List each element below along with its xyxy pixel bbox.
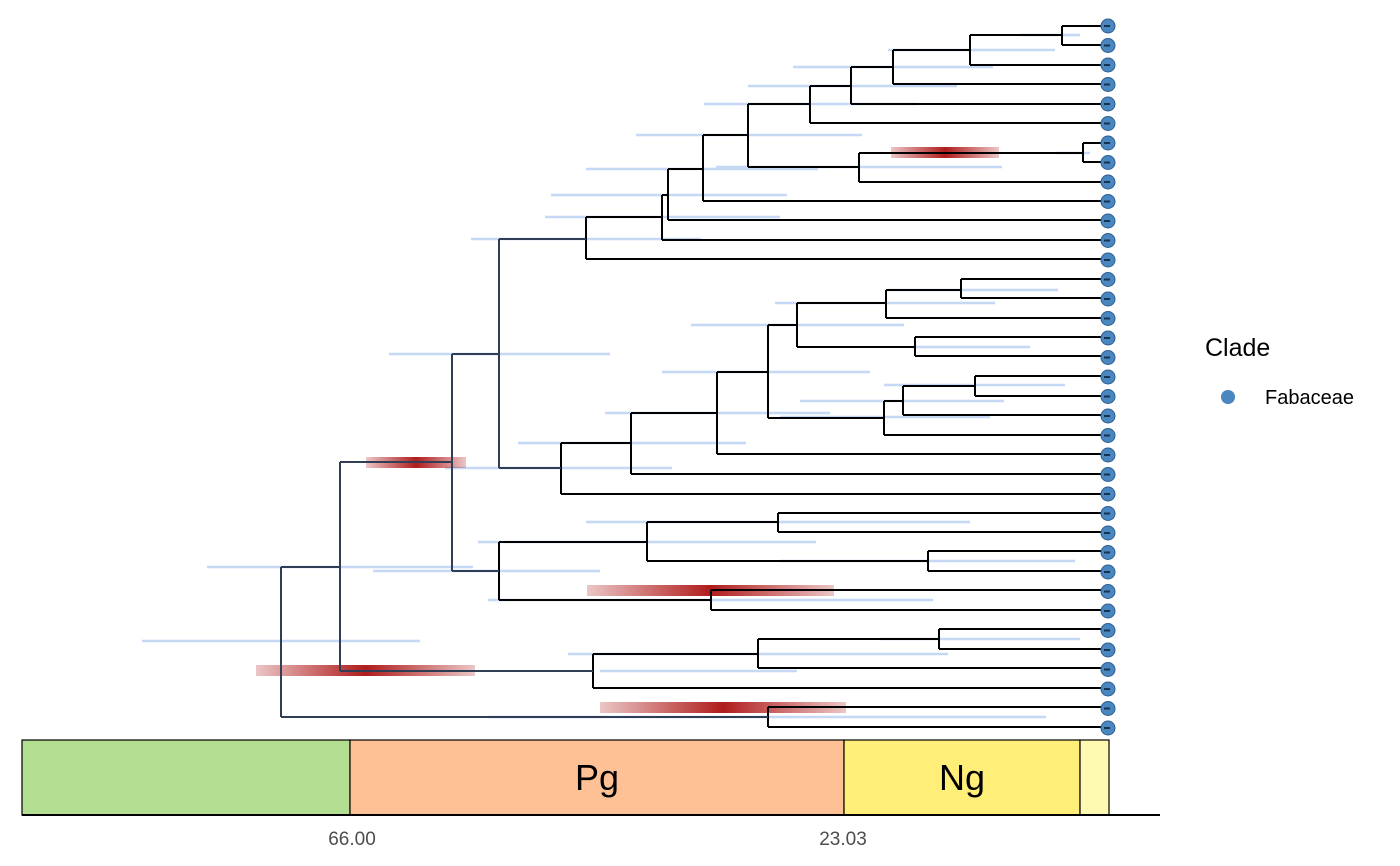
time-axis-tick-label: 23.03: [819, 829, 867, 850]
period-box-neogene: [843, 739, 1081, 816]
period-box-paleogene: [349, 739, 845, 816]
node-age-uncertainty-bars: [142, 33, 1090, 719]
time-axis-tick-label: 66.00: [328, 829, 376, 850]
geologic-timescale: Pg Ng 66.00 23.03: [21, 739, 1160, 850]
period-label-neogene: Ng: [939, 757, 985, 798]
period-box: [21, 739, 351, 816]
period-label-paleogene: Pg: [575, 757, 619, 798]
branch: [960, 278, 1108, 299]
period-box-quaternary: [1079, 739, 1110, 816]
highlight-bar: [600, 702, 846, 713]
tip-points: [1100, 18, 1116, 736]
legend-key-fabaceae: [1221, 390, 1235, 404]
legend-label-fabaceae: Fabaceae: [1265, 387, 1354, 409]
legend: Clade Fabaceae: [1205, 334, 1354, 409]
branch: [280, 566, 340, 717]
tree-branches: [280, 25, 1108, 728]
legend-title: Clade: [1205, 334, 1270, 362]
highlighted-node-age-bars: [256, 147, 999, 713]
